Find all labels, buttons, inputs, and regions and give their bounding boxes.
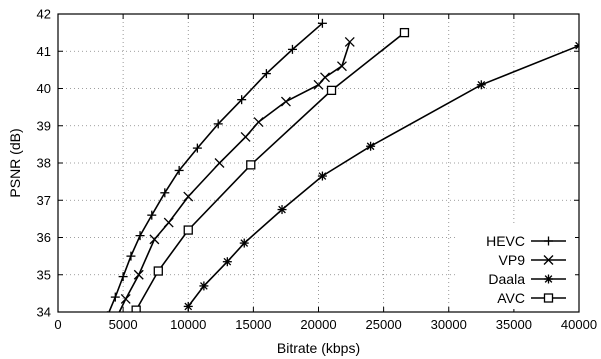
legend-label-vp9: VP9 xyxy=(499,252,526,268)
legend-label-hevc: HEVC xyxy=(486,233,525,249)
data-point-daala xyxy=(277,205,287,215)
series-layer xyxy=(106,18,579,312)
legend-item-vp9: VP9 xyxy=(499,252,566,268)
y-tick-label: 35 xyxy=(37,267,51,282)
y-tick-label: 41 xyxy=(37,44,51,59)
data-point-vp9 xyxy=(240,131,251,142)
legend: HEVC VP9 Daala AVC xyxy=(486,233,566,306)
x-tick-label: 15000 xyxy=(235,317,271,332)
y-tick-label: 34 xyxy=(37,305,51,320)
data-point-daala xyxy=(317,171,327,181)
legend-label-daala: Daala xyxy=(488,271,525,287)
series-daala xyxy=(183,41,579,311)
legend-item-avc: AVC xyxy=(497,290,566,306)
y-tick-label: 42 xyxy=(37,7,51,22)
axis-ticks: 0 5000 10000 15000 20000 25000 30000 35000 40000… xyxy=(37,7,598,333)
y-tick-label: 39 xyxy=(37,118,51,133)
x-tick-label: 35000 xyxy=(496,317,532,332)
legend-marker-vp9 xyxy=(543,255,554,265)
data-point-avc xyxy=(153,266,163,276)
x-tick-label: 10000 xyxy=(170,317,206,332)
series-avc xyxy=(131,27,410,312)
data-point-hevc xyxy=(147,210,157,220)
y-tick-label: 38 xyxy=(37,156,51,171)
x-tick-label: 5000 xyxy=(109,317,138,332)
data-point-hevc xyxy=(287,44,297,54)
data-point-hevc xyxy=(126,251,136,261)
x-tick-label: 40000 xyxy=(561,317,597,332)
data-point-vp9 xyxy=(120,294,131,304)
legend-box xyxy=(455,223,575,309)
data-point-vp9 xyxy=(336,61,347,72)
y-tick-label: 40 xyxy=(37,81,51,96)
data-point-hevc xyxy=(213,119,223,129)
data-point-hevc xyxy=(261,69,271,79)
data-point-vp9 xyxy=(163,217,174,228)
data-point-avc xyxy=(183,225,193,235)
legend-item-hevc: HEVC xyxy=(486,233,566,249)
legend-marker-hevc xyxy=(544,236,553,246)
data-point-vp9 xyxy=(149,234,160,245)
data-point-daala xyxy=(239,238,249,248)
y-tick-label: 36 xyxy=(37,230,51,245)
series-vp9 xyxy=(118,36,355,312)
y-axis-title: PSNR (dB) xyxy=(7,128,23,197)
data-point-hevc xyxy=(135,231,145,241)
series-line-hevc xyxy=(108,22,323,312)
data-point-hevc xyxy=(192,143,202,153)
y-tick-label: 37 xyxy=(37,193,51,208)
data-point-hevc xyxy=(317,18,327,28)
legend-marker-avc xyxy=(543,293,554,303)
data-point-vp9 xyxy=(344,36,355,47)
data-point-avc xyxy=(326,85,337,96)
data-point-vp9 xyxy=(320,72,330,83)
data-point-daala xyxy=(574,41,579,51)
series-hevc xyxy=(106,18,327,312)
data-point-vp9 xyxy=(183,191,194,202)
data-point-vp9 xyxy=(133,269,144,280)
data-point-avc xyxy=(399,27,410,38)
data-point-hevc xyxy=(118,272,128,282)
x-tick-label: 20000 xyxy=(300,317,336,332)
data-point-hevc xyxy=(160,188,170,198)
data-point-vp9 xyxy=(214,158,225,168)
legend-label-avc: AVC xyxy=(497,290,525,306)
data-point-vp9 xyxy=(313,79,324,90)
data-point-daala xyxy=(222,257,232,267)
data-point-daala xyxy=(199,281,209,291)
data-point-hevc xyxy=(174,165,184,175)
data-point-daala xyxy=(366,141,376,151)
data-point-avc xyxy=(246,160,256,170)
legend-item-daala: Daala xyxy=(488,271,566,287)
data-point-hevc xyxy=(110,292,120,302)
data-point-hevc xyxy=(237,95,247,105)
data-point-daala xyxy=(476,80,486,90)
x-tick-label: 0 xyxy=(54,317,61,332)
x-tick-label: 30000 xyxy=(431,317,467,332)
data-point-vp9 xyxy=(280,96,291,107)
data-point-vp9 xyxy=(253,117,264,127)
data-point-avc xyxy=(131,305,141,312)
x-tick-label: 25000 xyxy=(366,317,402,332)
legend-marker-daala xyxy=(544,274,553,284)
x-axis-title: Bitrate (kbps) xyxy=(277,340,360,356)
